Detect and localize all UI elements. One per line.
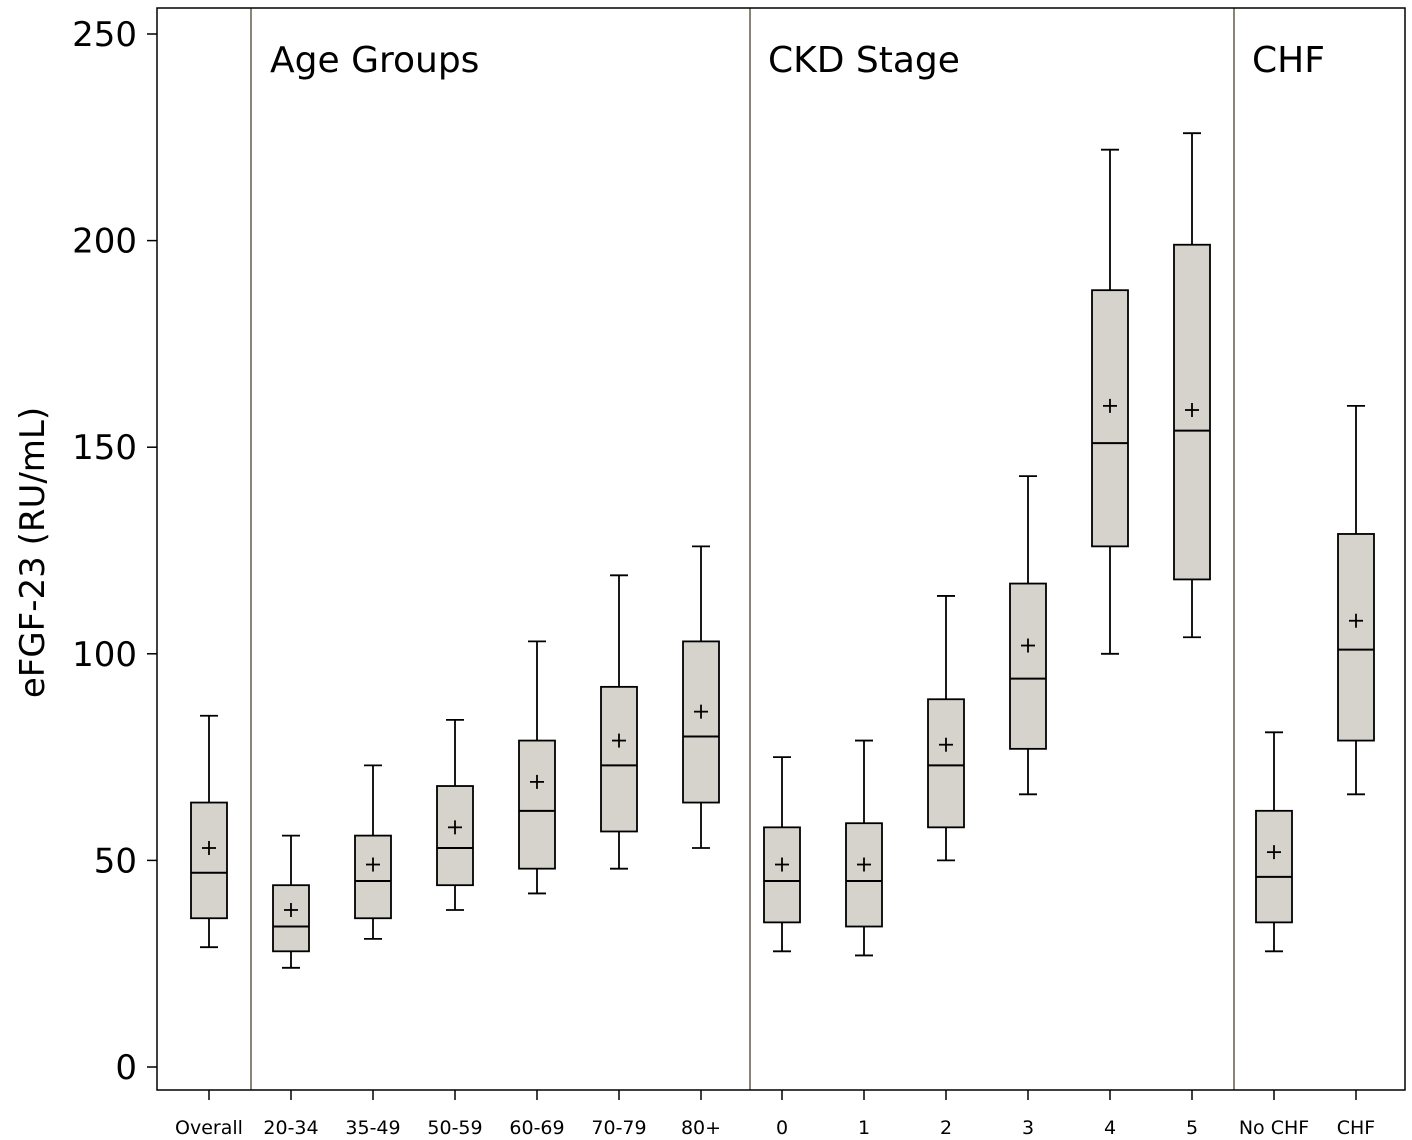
- y-tick-label: 200: [72, 222, 137, 262]
- x-tick-label: 20-34: [263, 1117, 318, 1136]
- iqr-box: [1255, 809, 1293, 924]
- y-tick-label: 250: [72, 15, 137, 55]
- iqr-box: [518, 739, 556, 870]
- x-tick-label: 50-59: [427, 1117, 482, 1136]
- y-tick-label: 150: [72, 428, 137, 468]
- iqr-box: [1173, 243, 1211, 581]
- plot-frame: [156, 7, 1406, 1091]
- iqr-box: [763, 826, 801, 924]
- y-tick-label: 0: [115, 1048, 137, 1088]
- panel-dividers: [250, 8, 1235, 1090]
- box-plot: [190, 714, 228, 949]
- iqr-box: [1337, 533, 1375, 742]
- box-plot: [1091, 148, 1129, 655]
- panel-label: Age Groups: [270, 40, 479, 81]
- box-plot: [436, 719, 474, 911]
- iqr-box: [682, 640, 720, 804]
- box-plots: [190, 132, 1375, 969]
- x-tick-label: 1: [858, 1117, 870, 1136]
- x-tick-label: Overall: [175, 1117, 243, 1136]
- iqr-box: [845, 822, 883, 928]
- box-plot: [1173, 132, 1211, 639]
- iqr-box: [272, 884, 310, 953]
- box-plot: [845, 739, 883, 957]
- x-tick-label: No CHF: [1239, 1117, 1309, 1136]
- labels: Age Groups CKD Stage CHF: [270, 40, 1325, 81]
- box-plot: [927, 595, 965, 862]
- box-plot: [272, 834, 310, 969]
- iqr-box: [190, 801, 228, 920]
- iqr-box: [436, 785, 474, 887]
- iqr-box: [927, 698, 965, 829]
- box-plot: [682, 545, 720, 849]
- box-plot: [1009, 475, 1047, 796]
- box-plot: [1255, 731, 1293, 953]
- iqr-box: [1091, 289, 1129, 548]
- x-tick-label: 4: [1104, 1117, 1116, 1136]
- x-tick-label: 70-79: [591, 1117, 646, 1136]
- panel-label: CKD Stage: [768, 40, 960, 81]
- iqr-box: [354, 834, 392, 920]
- x-tick-label: 0: [776, 1117, 788, 1136]
- y-tick-label: 50: [94, 841, 137, 881]
- y-axis-label: eFGF-23 (RU/mL): [13, 407, 53, 698]
- iqr-box: [1009, 582, 1047, 750]
- x-tick-label: 3: [1022, 1117, 1034, 1136]
- x-tick-label: 35-49: [345, 1117, 400, 1136]
- box-plot: [354, 764, 392, 940]
- box-plot: [518, 640, 556, 895]
- box-plot: [1337, 404, 1375, 796]
- box-plot: [763, 756, 801, 953]
- y-tick-label: 100: [72, 635, 137, 675]
- x-tick-label: CHF: [1337, 1117, 1375, 1136]
- panel-label: CHF: [1252, 40, 1325, 81]
- box-plot: [600, 574, 638, 870]
- x-tick-label: 2: [940, 1117, 952, 1136]
- x-tick-label: 60-69: [509, 1117, 564, 1136]
- x-tick-label: 5: [1186, 1117, 1198, 1136]
- x-tick-label: 80+: [681, 1117, 721, 1136]
- iqr-box: [600, 685, 638, 833]
